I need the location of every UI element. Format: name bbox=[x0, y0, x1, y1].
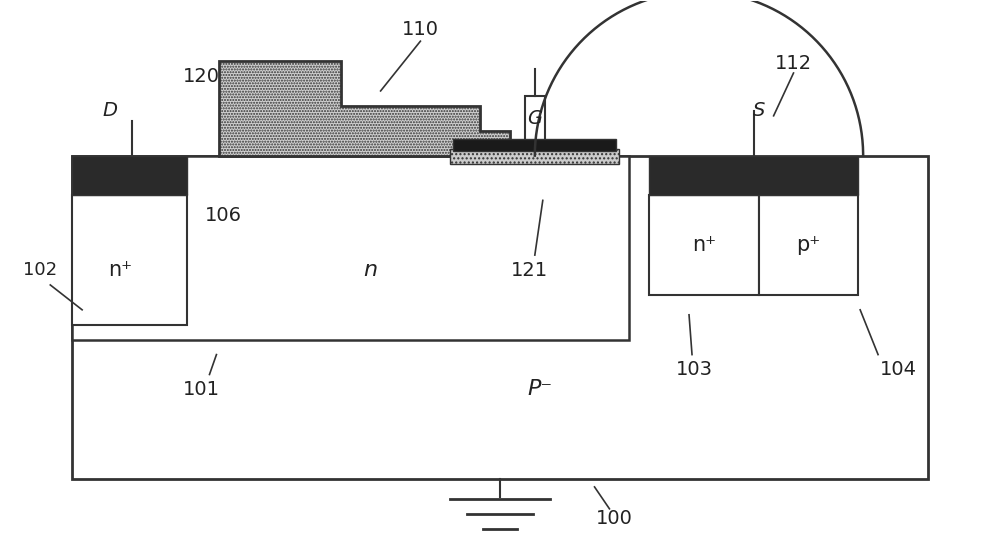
Bar bbox=[525, 96, 545, 149]
Text: 112: 112 bbox=[775, 54, 812, 72]
Text: 101: 101 bbox=[183, 380, 220, 399]
Bar bbox=[72, 156, 629, 340]
Text: P⁻: P⁻ bbox=[527, 379, 552, 399]
Bar bbox=[72, 196, 187, 325]
Text: D: D bbox=[102, 101, 117, 121]
Text: 121: 121 bbox=[511, 260, 548, 279]
Text: p⁺: p⁺ bbox=[796, 235, 821, 255]
Polygon shape bbox=[219, 61, 510, 156]
Bar bbox=[72, 156, 928, 479]
Bar bbox=[72, 156, 187, 196]
Text: n: n bbox=[364, 260, 378, 280]
Bar bbox=[759, 196, 858, 295]
Bar bbox=[649, 196, 759, 295]
Text: S: S bbox=[752, 101, 765, 121]
Text: 100: 100 bbox=[596, 509, 633, 528]
Text: 110: 110 bbox=[402, 20, 439, 39]
Text: 106: 106 bbox=[205, 206, 242, 225]
Text: 103: 103 bbox=[676, 360, 713, 379]
Text: n⁺: n⁺ bbox=[692, 235, 716, 255]
Bar bbox=[453, 139, 616, 151]
Bar bbox=[450, 149, 619, 163]
Text: 102: 102 bbox=[23, 261, 57, 279]
Text: n⁺: n⁺ bbox=[108, 260, 132, 280]
Text: G: G bbox=[527, 109, 542, 128]
Text: 104: 104 bbox=[879, 360, 916, 379]
Bar bbox=[649, 156, 858, 196]
Text: 120: 120 bbox=[183, 66, 220, 85]
